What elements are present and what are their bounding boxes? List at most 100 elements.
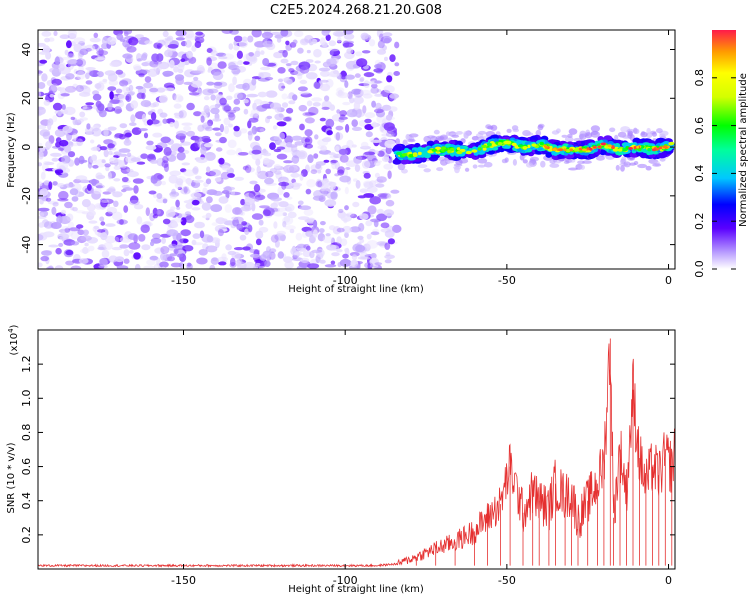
noise-blob xyxy=(178,262,185,269)
y-tick-label: 0.8 xyxy=(20,424,33,442)
noise-blob xyxy=(264,260,271,268)
noise-blob xyxy=(58,62,66,69)
noise-blob xyxy=(40,255,49,262)
noise-blob xyxy=(85,80,93,85)
noise-blob xyxy=(155,209,164,217)
noise-blob xyxy=(92,164,99,169)
noise-blob xyxy=(309,251,315,259)
noise-blob xyxy=(124,132,132,138)
track-band-blob xyxy=(615,150,621,155)
noise-blob xyxy=(277,251,284,259)
noise-blob xyxy=(263,157,270,164)
track-halo-blob xyxy=(561,134,568,138)
noise-blob xyxy=(45,197,52,202)
noise-blob xyxy=(154,247,165,254)
noise-blob xyxy=(138,40,143,45)
noise-blob xyxy=(342,101,351,106)
noise-blob xyxy=(111,211,123,221)
noise-blob xyxy=(73,37,86,44)
noise-blob xyxy=(186,262,192,267)
noise-blob xyxy=(203,143,214,148)
noise-blob xyxy=(115,69,124,75)
noise-blob xyxy=(346,109,358,118)
track-band-blob xyxy=(639,152,647,159)
noise-blob xyxy=(339,76,348,83)
noise-blob xyxy=(191,207,201,211)
noise-blob xyxy=(177,68,184,74)
noise-blob xyxy=(109,71,114,77)
noise-blob xyxy=(76,224,84,229)
noise-blob xyxy=(66,40,72,49)
noise-blob xyxy=(346,139,354,149)
noise-blob xyxy=(254,50,261,57)
noise-blob xyxy=(59,57,71,60)
noise-blob xyxy=(169,170,181,177)
noise-blob xyxy=(38,91,41,97)
noise-blob xyxy=(184,211,191,217)
noise-blob xyxy=(39,212,45,217)
noise-blob xyxy=(342,225,352,234)
y-tick-label: 1.0 xyxy=(20,390,33,408)
noise-blob xyxy=(332,226,342,235)
track-halo-blob xyxy=(451,134,460,138)
noise-blob xyxy=(317,169,322,174)
noise-blob xyxy=(206,57,212,66)
noise-blob xyxy=(377,40,385,49)
noise-blob xyxy=(185,177,192,185)
noise-blob xyxy=(382,32,393,37)
noise-blob xyxy=(383,122,395,131)
noise-blob xyxy=(132,178,144,184)
noise-blob xyxy=(106,36,117,45)
noise-blob xyxy=(133,66,142,71)
noise-blob xyxy=(212,127,221,131)
noise-blob xyxy=(214,177,222,182)
noise-blob xyxy=(248,55,258,64)
noise-blob xyxy=(130,100,139,109)
noise-blob xyxy=(145,145,157,151)
noise-blob xyxy=(276,153,288,160)
noise-blob xyxy=(228,123,233,128)
noise-blob xyxy=(334,161,340,170)
track-band-blob xyxy=(651,148,657,152)
track-band-blob xyxy=(401,153,408,157)
noise-blob xyxy=(320,221,326,226)
noise-blob xyxy=(57,198,69,202)
noise-blob xyxy=(287,164,298,172)
noise-blob xyxy=(157,43,163,48)
noise-blob xyxy=(363,181,374,189)
noise-blob xyxy=(113,134,120,139)
noise-blob xyxy=(371,83,378,89)
noise-blob xyxy=(265,90,278,98)
x-tick-label: -150 xyxy=(171,274,196,287)
noise-blob xyxy=(104,235,117,244)
noise-blob xyxy=(126,152,132,157)
noise-blob xyxy=(366,154,377,162)
noise-blob xyxy=(281,102,289,108)
noise-blob xyxy=(39,188,49,197)
track-halo-blob xyxy=(590,125,601,132)
noise-blob xyxy=(123,205,129,213)
noise-blob xyxy=(193,76,199,81)
noise-blob xyxy=(186,50,193,59)
track-band-blob xyxy=(392,158,402,165)
noise-blob xyxy=(386,75,393,83)
noise-blob xyxy=(374,172,380,178)
noise-blob xyxy=(223,185,232,195)
noise-blob xyxy=(318,228,325,234)
noise-blob xyxy=(381,133,390,137)
noise-blob xyxy=(210,107,220,115)
noise-blob xyxy=(248,190,261,199)
noise-blob xyxy=(376,176,387,183)
noise-blob xyxy=(374,262,383,266)
noise-blob xyxy=(380,222,390,229)
noise-blob xyxy=(356,155,368,160)
noise-blob xyxy=(290,60,299,66)
noise-blob xyxy=(247,132,253,141)
noise-blob xyxy=(315,164,321,169)
noise-blob xyxy=(310,169,318,175)
noise-blob xyxy=(84,242,89,247)
noise-blob xyxy=(233,106,241,112)
noise-blob xyxy=(128,242,141,250)
noise-blob xyxy=(306,245,311,251)
noise-blob xyxy=(221,165,231,171)
